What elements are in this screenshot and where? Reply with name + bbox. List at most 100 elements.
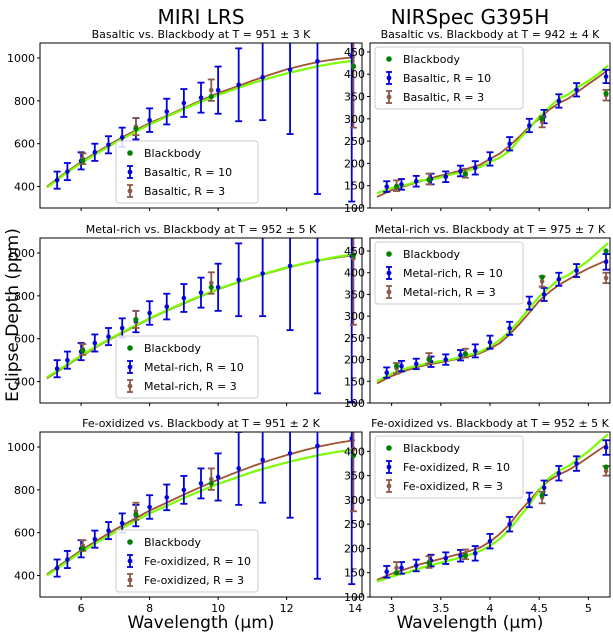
- legend: Blackbody Basaltic, R = 10 Basaltic, R = 3: [374, 46, 524, 110]
- legend-entry: Basaltic, R = 10: [144, 166, 232, 179]
- r10-point: [556, 470, 562, 476]
- r10-point: [541, 292, 547, 297]
- legend-box: [374, 435, 524, 499]
- r10-point: [198, 290, 204, 295]
- y-tick-label: 150: [344, 180, 365, 193]
- r10-point: [574, 461, 579, 466]
- legend-entry: Fe-oxidized, R = 10: [144, 555, 251, 568]
- legend-entry: Fe-oxidized, R = 10: [403, 461, 510, 474]
- y-tick-label: 100: [344, 397, 365, 410]
- blackbody-point: [350, 452, 357, 459]
- legend: Blackbody Fe-oxidized, R = 10 Fe-oxidized,…: [374, 435, 524, 499]
- r3-point: [603, 275, 609, 281]
- r10-point: [106, 142, 111, 148]
- r10-point: [603, 445, 609, 450]
- r10-point: [603, 74, 609, 79]
- legend-marker-r10-point: [386, 464, 392, 470]
- r10-point: [181, 100, 187, 106]
- blackbody-point: [539, 116, 545, 122]
- y-tick-label: 600: [14, 138, 35, 151]
- blackbody-point: [80, 158, 86, 164]
- r10-point: [443, 357, 449, 362]
- r10-point: [215, 474, 221, 480]
- legend-box: [115, 140, 259, 204]
- r10-point: [315, 443, 320, 449]
- r10-point: [384, 184, 390, 189]
- r10-point: [106, 528, 111, 533]
- legend-marker-r3-point: [386, 483, 392, 489]
- r10-point: [472, 348, 478, 354]
- r10-point: [287, 67, 293, 73]
- r10-point: [487, 339, 493, 345]
- legend-marker-r3-point: [127, 577, 133, 583]
- legend-box: [115, 335, 259, 399]
- x-tick-label: 8: [146, 602, 153, 615]
- legend: Blackbody Metal-rich, R = 10 Metal-rich, R…: [374, 241, 524, 305]
- plot-frame: [39, 42, 363, 209]
- r10-point: [198, 95, 204, 100]
- y-tick-label: 100: [344, 591, 365, 604]
- panel-metal-rich-nirspec: Metal-rich vs. Blackbody at T = 975 ± 7 …: [344, 223, 611, 410]
- legend: Blackbody Fe-oxidized, R = 10 Fe-oxidized,…: [115, 529, 259, 593]
- x-tick-label: 12: [280, 602, 294, 615]
- legend-marker-r3-point: [127, 188, 133, 194]
- r3-point: [208, 476, 214, 482]
- legend-entry: Fe-oxidized, R = 3: [403, 480, 503, 493]
- r10-point: [487, 156, 493, 162]
- r10-point: [164, 495, 170, 500]
- r10-point: [443, 174, 449, 180]
- x-tick-label: 6: [78, 602, 85, 615]
- r10-point: [443, 555, 449, 561]
- r10-point: [92, 536, 98, 542]
- r10-point: [236, 466, 241, 471]
- legend-entry: Fe-oxidized, R = 3: [144, 574, 244, 587]
- panels: Basaltic vs. Blackbody at T = 951 ± 3 K 4…: [7, 28, 611, 615]
- legend-marker-blackbody: [127, 539, 133, 545]
- legend-entry: Metal-rich, R = 10: [403, 267, 503, 280]
- legend-entry: Blackbody: [403, 248, 460, 261]
- r10-point: [507, 326, 512, 331]
- r10-point: [458, 352, 463, 358]
- y-tick-label: 800: [14, 290, 35, 303]
- blackbody-point: [208, 93, 214, 100]
- y-tick-label: 1000: [7, 441, 35, 454]
- legend-marker-r10-point: [127, 364, 133, 370]
- legend-marker-blackbody: [127, 345, 133, 351]
- x-tick-label: 14: [348, 602, 362, 615]
- r10-point: [507, 141, 512, 147]
- panel-title: Metal-rich vs. Blackbody at T = 952 ± 5 …: [86, 223, 317, 236]
- r10-point: [574, 87, 579, 93]
- r10-point: [384, 370, 390, 375]
- r10-point: [92, 149, 98, 155]
- x-tick-label: 3: [388, 602, 395, 615]
- r10-point: [413, 361, 419, 367]
- y-tick-label: 600: [14, 333, 35, 346]
- r10-point: [65, 357, 70, 363]
- r10-point: [507, 521, 512, 527]
- r10-point: [527, 300, 532, 306]
- plot-frame: [39, 431, 363, 598]
- y-tick-label: 100: [344, 202, 365, 215]
- y-tick-label: 400: [14, 376, 35, 389]
- legend-entry: Blackbody: [144, 342, 201, 355]
- y-tick-label: 200: [344, 157, 365, 170]
- r10-point: [413, 563, 419, 568]
- y-tick-label: 400: [14, 570, 35, 583]
- y-tick-label: 250: [344, 332, 365, 345]
- x-tick-label: 5: [585, 602, 592, 615]
- r10-point: [315, 258, 320, 263]
- r10-point: [236, 82, 241, 88]
- panel-fe-oxidized-miri: Fe-oxidized vs. Blackbody at T = 951 ± 2…: [7, 417, 363, 615]
- y-tick-label: 350: [344, 470, 365, 483]
- plot-area: [376, 242, 610, 385]
- x-axis-label-right: Wavelength (μm): [397, 613, 544, 633]
- r10-point: [556, 98, 562, 104]
- legend: Blackbody Metal-rich, R = 10 Metal-rich, R…: [115, 335, 259, 399]
- blackbody-point: [133, 126, 139, 132]
- r10-point: [181, 487, 187, 493]
- r10-point: [315, 58, 320, 64]
- legend-marker-r10-point: [127, 558, 133, 564]
- legend-entry: Metal-rich, R = 10: [144, 361, 244, 374]
- y-tick-label: 400: [344, 68, 365, 81]
